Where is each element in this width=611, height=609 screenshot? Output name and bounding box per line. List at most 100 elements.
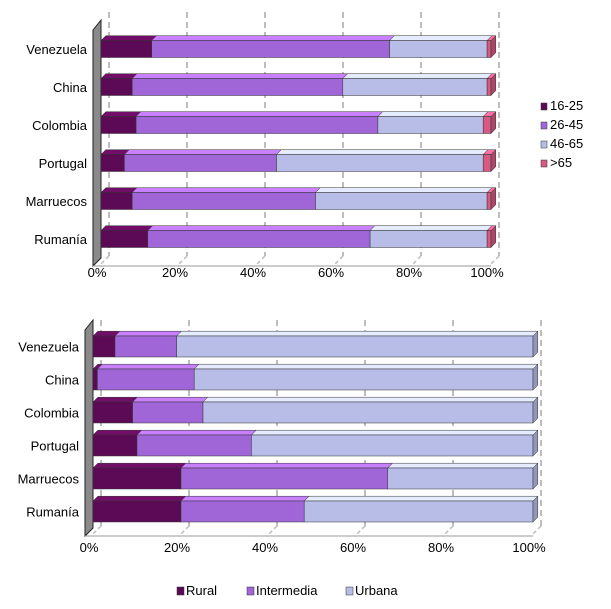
gridline-floor xyxy=(412,255,422,265)
bar-segment-65 xyxy=(486,192,492,210)
category-label: Marruecos xyxy=(18,472,80,487)
bar-segment-urbana xyxy=(251,434,534,457)
category-label: China xyxy=(45,373,80,388)
bar-end-cap xyxy=(490,149,497,173)
bar-top-1625 xyxy=(100,111,142,117)
bar-segment-65 xyxy=(482,154,492,172)
legend-swatch xyxy=(540,159,548,168)
category-label: Venezuela xyxy=(18,340,79,355)
x-tick-label: 20% xyxy=(162,265,188,280)
legend-label: Rural xyxy=(186,583,217,598)
bar-segment-1625 xyxy=(100,154,125,172)
bar-top-2645 xyxy=(135,111,384,117)
bar-segment-urbana xyxy=(387,467,534,490)
x-tick-label: 0% xyxy=(88,265,107,280)
bar-end-cap xyxy=(490,111,497,135)
bar-segment-65 xyxy=(486,40,492,58)
gridline-floor xyxy=(178,255,188,265)
legend-swatch xyxy=(540,140,548,149)
gridline-floor xyxy=(256,255,266,265)
bar-top-4665 xyxy=(342,73,493,79)
x-tick-label: 40% xyxy=(252,540,278,555)
x-tick-label: 80% xyxy=(396,265,422,280)
category-label: Rumanía xyxy=(26,505,80,520)
bar-segment-2645 xyxy=(151,40,390,58)
legend-label: >65 xyxy=(550,155,572,170)
bar-top-intermedia xyxy=(180,462,394,469)
bar-segment-urbana xyxy=(202,401,534,424)
bar-segment-rural xyxy=(92,467,182,490)
bar-segment-2645 xyxy=(147,230,371,248)
category-label: Rumanía xyxy=(34,232,88,247)
bar-top-2645 xyxy=(123,149,282,155)
category-label: Portugal xyxy=(39,156,88,171)
bar-top-intermedia xyxy=(131,396,209,403)
bar-top-urbana xyxy=(303,495,539,502)
bar-segment-intermedia xyxy=(132,401,204,424)
x-tick-label: 0% xyxy=(80,540,99,555)
bar-top-4665 xyxy=(377,111,489,117)
bar-top-rural xyxy=(92,396,139,403)
bar-top-intermedia xyxy=(136,429,257,436)
bar-segment-4665 xyxy=(369,230,488,248)
bar-segment-urbana xyxy=(303,500,534,523)
bar-end-cap xyxy=(532,462,539,490)
chart-residence-type: Venezuela China Colombia Portugal Marruecos R… xyxy=(18,318,546,598)
bar-top-2645 xyxy=(131,187,321,193)
bar-top-urbana xyxy=(387,462,539,469)
gridline-floor xyxy=(334,255,344,265)
bar-end-cap xyxy=(532,363,539,391)
bar-segment-urbana xyxy=(176,335,534,358)
category-label: Marruecos xyxy=(26,194,88,209)
gridline-floor xyxy=(490,255,500,265)
bar-segment-intermedia xyxy=(180,500,305,523)
bar-top-4665 xyxy=(314,187,493,193)
bar-top-intermedia xyxy=(180,495,310,502)
bar-segment-rural xyxy=(92,434,138,457)
bar-top-4665 xyxy=(388,35,493,41)
bar-top-1625 xyxy=(100,187,138,193)
bar-segment-4665 xyxy=(377,116,484,134)
bar-segment-intermedia xyxy=(136,434,252,457)
bar-segment-intermedia xyxy=(180,467,389,490)
bar-top-2645 xyxy=(151,35,396,41)
bar-top-urbana xyxy=(202,396,539,403)
bar-segment-rural xyxy=(92,335,116,358)
bar-top-rural xyxy=(92,462,187,469)
bar-top-4665 xyxy=(369,225,493,231)
category-label: Colombia xyxy=(32,118,88,133)
bar-end-cap xyxy=(490,187,497,211)
x-tick-label: 100% xyxy=(512,540,546,555)
bar-end-cap xyxy=(490,35,497,59)
bar-segment-4665 xyxy=(315,192,488,210)
gridline-floor xyxy=(180,525,190,535)
bar-segment-1625 xyxy=(100,40,152,58)
category-label: Venezuela xyxy=(26,42,87,57)
x-tick-label: 100% xyxy=(470,265,504,280)
bar-segment-65 xyxy=(486,230,492,248)
legend-label: 26-45 xyxy=(550,117,583,132)
bar-segment-1625 xyxy=(100,116,137,134)
gridline-floor xyxy=(356,525,366,535)
bar-segment-2645 xyxy=(124,154,277,172)
bar-top-1625 xyxy=(100,35,158,41)
legend-swatch xyxy=(540,121,548,130)
bar-top-4665 xyxy=(275,149,489,155)
category-label: Portugal xyxy=(31,439,80,454)
bar-segment-2645 xyxy=(131,78,344,96)
x-tick-label: 20% xyxy=(164,540,190,555)
bar-top-1625 xyxy=(100,73,138,79)
bar-segment-intermedia xyxy=(97,368,195,391)
x-tick-label: 60% xyxy=(340,540,366,555)
bar-end-cap xyxy=(532,495,539,523)
bar-top-2645 xyxy=(131,73,349,79)
x-tick-label: 80% xyxy=(428,540,454,555)
plot-side-wall xyxy=(84,318,94,538)
bar-segment-1625 xyxy=(100,230,149,248)
bar-end-cap xyxy=(490,73,497,97)
x-tick-label: 60% xyxy=(318,265,344,280)
bar-top-intermedia xyxy=(96,363,200,370)
bar-top-urbana xyxy=(250,429,539,436)
bar-segment-1625 xyxy=(100,78,133,96)
category-label: China xyxy=(53,80,88,95)
